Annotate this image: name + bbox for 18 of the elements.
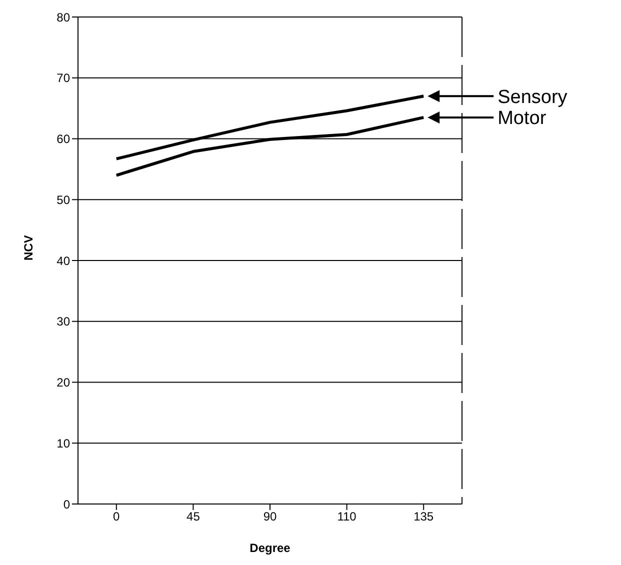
x-axis-title: Degree: [250, 541, 291, 555]
x-tick-label: 0: [113, 510, 120, 524]
y-tick-label: 40: [56, 254, 70, 268]
x-tick-label: 45: [186, 510, 200, 524]
y-tick-label: 50: [56, 192, 70, 207]
y-tick-label: 70: [56, 71, 70, 86]
x-tick-label: 90: [263, 510, 277, 524]
legend-label: Motor: [498, 108, 547, 130]
y-tick-label: 0: [63, 497, 70, 512]
y-tick-label: 80: [56, 10, 70, 24]
x-tick-label: 110: [337, 510, 357, 524]
y-tick-label: 60: [56, 132, 70, 146]
y-tick-label: 30: [56, 314, 70, 329]
y-axis-title: NCV: [21, 235, 36, 260]
y-tick-label: 10: [56, 436, 70, 450]
legend-label: Sensory: [498, 86, 568, 108]
x-tick-label: 135: [414, 510, 434, 524]
y-tick-label: 20: [56, 376, 70, 390]
